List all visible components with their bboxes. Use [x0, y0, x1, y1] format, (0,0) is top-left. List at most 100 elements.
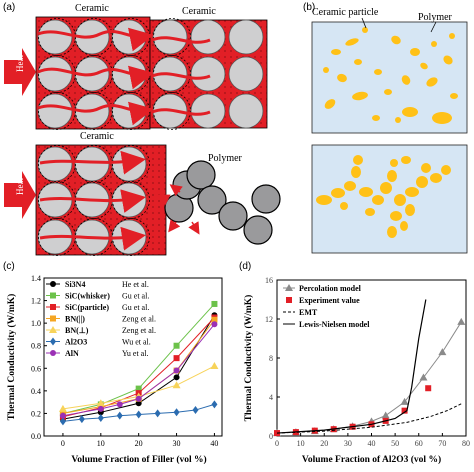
- heat-scatter-arrows: [157, 184, 200, 235]
- ceramic-particle: [190, 19, 226, 55]
- ceramic-particle: [37, 93, 73, 129]
- ceramic-particle-blob: [430, 173, 442, 183]
- x-tick-label: 20: [135, 439, 143, 448]
- ceramic-particle-blob: [331, 188, 345, 198]
- ceramic-particle-blob: [365, 208, 375, 216]
- x-axis-label: Volume Fraction of Filler (vol %): [71, 454, 206, 465]
- ceramic-particle: [37, 19, 73, 55]
- data-point: [59, 417, 66, 426]
- ceramic-particle-blob: [431, 41, 437, 47]
- data-point: [173, 374, 180, 381]
- polymer-pointer: [430, 21, 437, 33]
- data-point: [78, 415, 85, 424]
- connected-particles: [316, 155, 451, 238]
- ceramic-particle-blob: [372, 115, 380, 121]
- ceramic-particle-blob: [405, 204, 415, 216]
- y-tick-label: 0.6: [31, 364, 41, 373]
- legend-author: Gu et al.: [122, 292, 149, 301]
- data-point: [419, 373, 428, 381]
- ceramic-particle: [228, 19, 264, 55]
- data-point: [211, 316, 218, 323]
- panel-c: (c) 0 10 20 30 40 0.0 0.2 0.4 0.6 0.8 1.0 1.2 1.4 Vol…: [0, 258, 237, 472]
- legend-label: Percolation model: [299, 284, 362, 293]
- panel-a: (a): [0, 0, 300, 256]
- ceramic-particle-blob: [443, 55, 453, 65]
- data-point: [173, 367, 180, 374]
- legend-author: Gu et al.: [122, 303, 149, 312]
- legend-label: Al2O3: [65, 338, 87, 347]
- series-6: AlN Yu et al.: [46, 321, 218, 419]
- ceramic-particle: [37, 146, 73, 182]
- series-0: Percolation model: [273, 284, 466, 437]
- ceramic-particle-blob: [400, 221, 408, 231]
- series-line: [276, 299, 427, 434]
- panel-a-label: (a): [3, 2, 16, 13]
- panel-b-label: (b): [303, 2, 316, 13]
- x-tick-label: 20: [320, 439, 328, 448]
- ceramic-particle-blob: [402, 107, 418, 117]
- ceramic-particle-blob: [432, 112, 452, 124]
- legend-label: AlN: [65, 349, 79, 358]
- x-tick-label: 10: [297, 439, 305, 448]
- ceramic-particle: [228, 56, 264, 92]
- legend-marker: [50, 292, 56, 299]
- legend-marker: [50, 337, 56, 346]
- data-point: [210, 362, 219, 370]
- y-tick-label: 16: [265, 276, 273, 285]
- heat-flow-arrow-4: [151, 36, 211, 44]
- y-tick-label: 0: [269, 432, 273, 441]
- ceramic-particle-blob: [374, 69, 382, 75]
- panel-d: (d) 0 10 20 30 40 50 60 70 80 0 4 8 12 16 Volume Fract…: [237, 258, 474, 472]
- data-point: [97, 405, 104, 412]
- legend-author: Yu et al.: [122, 349, 148, 358]
- chart-d: 0 10 20 30 40 50 60 70 80 0 4 8 12 16 Volume Fraction …: [243, 276, 470, 465]
- series-line: [276, 321, 462, 434]
- polymer-particle-chain: [164, 160, 281, 245]
- particle-outline: [112, 145, 150, 183]
- polymer-label-b: Polymer: [418, 12, 453, 23]
- panel-c-label: (c): [3, 261, 15, 272]
- legend-marker: [50, 304, 56, 310]
- data-point: [97, 413, 104, 422]
- data-point: [274, 430, 280, 437]
- legend-label: Si3N4: [65, 280, 85, 289]
- panel-b-diagram: Ceramic particle Polymer: [311, 7, 468, 254]
- data-point: [116, 401, 123, 408]
- dispersed-particles: [323, 27, 458, 124]
- heat-flow-arrow-2: [37, 65, 154, 90]
- ceramic-particle-pointer: [361, 17, 367, 29]
- data-point: [211, 400, 218, 409]
- data-point: [116, 411, 123, 420]
- legend-marker: [285, 284, 293, 291]
- x-tick-label: 80: [462, 439, 470, 448]
- heat-flow-arrow-5: [151, 72, 211, 80]
- legend-author: Zeng et al.: [122, 315, 156, 324]
- ceramic-label-top-right: Ceramic: [182, 6, 216, 17]
- legend-label: BN(||): [65, 315, 85, 324]
- data-point: [135, 400, 142, 407]
- legend-author: Zeng et al.: [122, 326, 156, 335]
- ceramic-particle-blob: [352, 91, 368, 101]
- heat-flow-arrow-6: [151, 108, 211, 116]
- ceramic-particle-blob: [345, 38, 359, 46]
- series-line: [276, 403, 462, 434]
- y-tick-label: 4: [269, 393, 273, 402]
- heat-label-bottom: Heat: [15, 178, 25, 195]
- heat-flow-arrow-3: [37, 101, 154, 126]
- data-point: [135, 395, 142, 402]
- legend-label: BN(⊥): [65, 326, 89, 335]
- data-point: [59, 412, 66, 419]
- data-point: [425, 385, 432, 392]
- legend-label: SiC(particle): [65, 303, 109, 312]
- data-point: [381, 411, 390, 419]
- x-tick-label: 50: [391, 439, 399, 448]
- chart-c: 0 10 20 30 40 0.0 0.2 0.4 0.6 0.8 1.0 1.2 1.4 Volume …: [6, 274, 223, 465]
- data-point: [135, 385, 142, 392]
- ceramic-label-bottom: Ceramic: [80, 131, 114, 142]
- data-point: [154, 409, 161, 418]
- ceramic-particle-blob: [405, 187, 419, 197]
- ceramic-particle-blob: [450, 93, 458, 99]
- ceramic-particle-blob: [395, 117, 401, 123]
- data-point: [173, 408, 180, 417]
- x-tick-label: 30: [173, 439, 181, 448]
